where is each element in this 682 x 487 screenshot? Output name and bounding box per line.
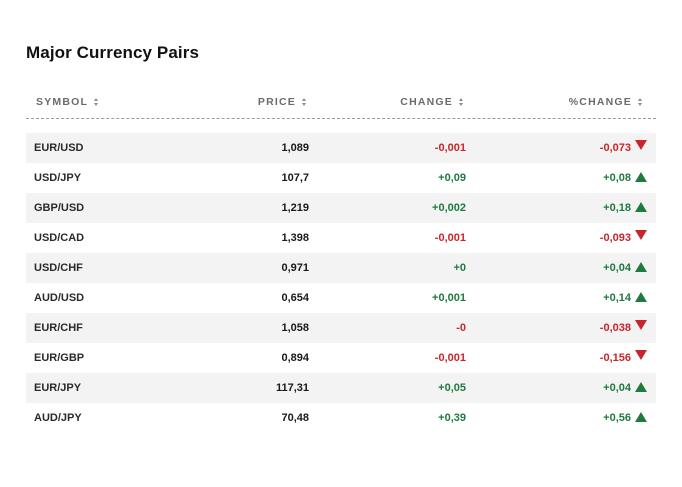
table-row[interactable]: GBP/USD 1,219 +0,002 +0,18 xyxy=(26,193,656,223)
price-cell: 0,654 xyxy=(281,292,309,304)
table-body: EUR/USD 1,089 -0,001 -0,073 USD/JPY 107,… xyxy=(26,133,656,433)
symbol-cell[interactable]: EUR/CHF xyxy=(34,322,83,334)
change-cell: +0,002 xyxy=(432,202,466,214)
change-cell: -0,001 xyxy=(434,232,466,244)
symbol-cell[interactable]: EUR/GBP xyxy=(34,352,85,364)
triangle-up-icon xyxy=(635,412,647,422)
column-header-price[interactable]: PRICE xyxy=(258,96,306,108)
table-row[interactable]: AUD/USD 0,654 +0,001 +0,14 xyxy=(26,283,656,313)
price-cell: 1,219 xyxy=(281,202,309,214)
symbol-cell[interactable]: AUD/USD xyxy=(34,292,85,304)
table-row[interactable]: EUR/GBP 0,894 -0,001 -0,156 xyxy=(26,343,656,373)
change-cell: -0,001 xyxy=(434,142,466,154)
sort-icon[interactable] xyxy=(638,98,642,106)
symbol-cell[interactable]: EUR/JPY xyxy=(34,382,82,394)
symbol-cell[interactable]: AUD/JPY xyxy=(34,412,82,424)
price-cell: 0,894 xyxy=(281,352,309,364)
price-cell: 1,089 xyxy=(281,142,309,154)
pct-change-cell: +0,08 xyxy=(603,172,631,184)
triangle-down-icon xyxy=(635,230,647,240)
pct-change-cell: -0,093 xyxy=(599,232,631,244)
column-header-label: CHANGE xyxy=(400,96,453,108)
change-cell: -0 xyxy=(456,322,466,334)
symbol-cell[interactable]: EUR/USD xyxy=(34,142,84,154)
triangle-up-icon xyxy=(635,382,647,392)
column-header-label: PRICE xyxy=(257,96,296,108)
triangle-up-icon xyxy=(635,292,647,302)
change-cell: -0,001 xyxy=(434,352,466,364)
table-row[interactable]: EUR/USD 1,089 -0,001 -0,073 xyxy=(26,133,656,163)
pct-change-cell: +0,04 xyxy=(603,382,631,394)
pct-change-cell: -0,073 xyxy=(599,142,631,154)
pct-change-cell: +0,14 xyxy=(603,292,631,304)
triangle-down-icon xyxy=(635,350,647,360)
table-row[interactable]: USD/CAD 1,398 -0,001 -0,093 xyxy=(26,223,656,253)
change-cell: +0,001 xyxy=(432,292,466,304)
symbol-cell[interactable]: USD/JPY xyxy=(34,172,82,184)
price-cell: 70,48 xyxy=(281,412,309,424)
column-header-label: SYMBOL xyxy=(36,96,89,108)
table-row[interactable]: USD/JPY 107,7 +0,09 +0,08 xyxy=(26,163,656,193)
pct-change-cell: -0,038 xyxy=(599,322,631,334)
sort-icon[interactable] xyxy=(302,98,306,106)
symbol-cell[interactable]: USD/CHF xyxy=(34,262,83,274)
pct-change-cell: +0,56 xyxy=(603,412,631,424)
symbol-cell[interactable]: USD/CAD xyxy=(34,232,85,244)
table-row[interactable]: AUD/JPY 70,48 +0,39 +0,56 xyxy=(26,403,656,433)
price-cell: 107,7 xyxy=(281,172,309,184)
column-header-change[interactable]: CHANGE xyxy=(400,96,463,108)
change-cell: +0 xyxy=(453,262,466,274)
column-header-symbol[interactable]: SYMBOL xyxy=(36,96,99,108)
change-cell: +0,09 xyxy=(438,172,466,184)
widget-title: Major Currency Pairs xyxy=(26,43,200,62)
sort-icon[interactable] xyxy=(94,98,99,106)
column-header-label: %CHANGE xyxy=(568,96,632,108)
change-cell: +0,05 xyxy=(438,382,466,394)
table-row[interactable]: EUR/CHF 1,058 -0 -0,038 xyxy=(26,313,656,343)
pct-change-cell: +0,04 xyxy=(603,262,631,274)
column-header-pct-change[interactable]: %CHANGE xyxy=(569,96,642,108)
price-cell: 1,398 xyxy=(281,232,309,244)
table-header: SYMBOL PRICE CHANGE %CHANGE xyxy=(26,88,656,119)
triangle-down-icon xyxy=(635,140,647,150)
price-cell: 117,31 xyxy=(275,382,309,394)
triangle-up-icon xyxy=(635,262,647,272)
symbol-cell[interactable]: GBP/USD xyxy=(34,202,85,214)
change-cell: +0,39 xyxy=(438,412,466,424)
triangle-up-icon xyxy=(635,202,647,212)
price-cell: 0,971 xyxy=(281,262,309,274)
triangle-down-icon xyxy=(635,320,647,330)
table-row[interactable]: USD/CHF 0,971 +0 +0,04 xyxy=(26,253,656,283)
table-row[interactable]: EUR/JPY 117,31 +0,05 +0,04 xyxy=(26,373,656,403)
price-cell: 1,058 xyxy=(281,322,309,334)
sort-icon[interactable] xyxy=(459,98,463,106)
pct-change-cell: -0,156 xyxy=(599,352,631,364)
pct-change-cell: +0,18 xyxy=(603,202,631,214)
triangle-up-icon xyxy=(635,172,647,182)
currency-table: SYMBOL PRICE CHANGE %CHANGE EUR/USD 1,08… xyxy=(26,88,656,433)
